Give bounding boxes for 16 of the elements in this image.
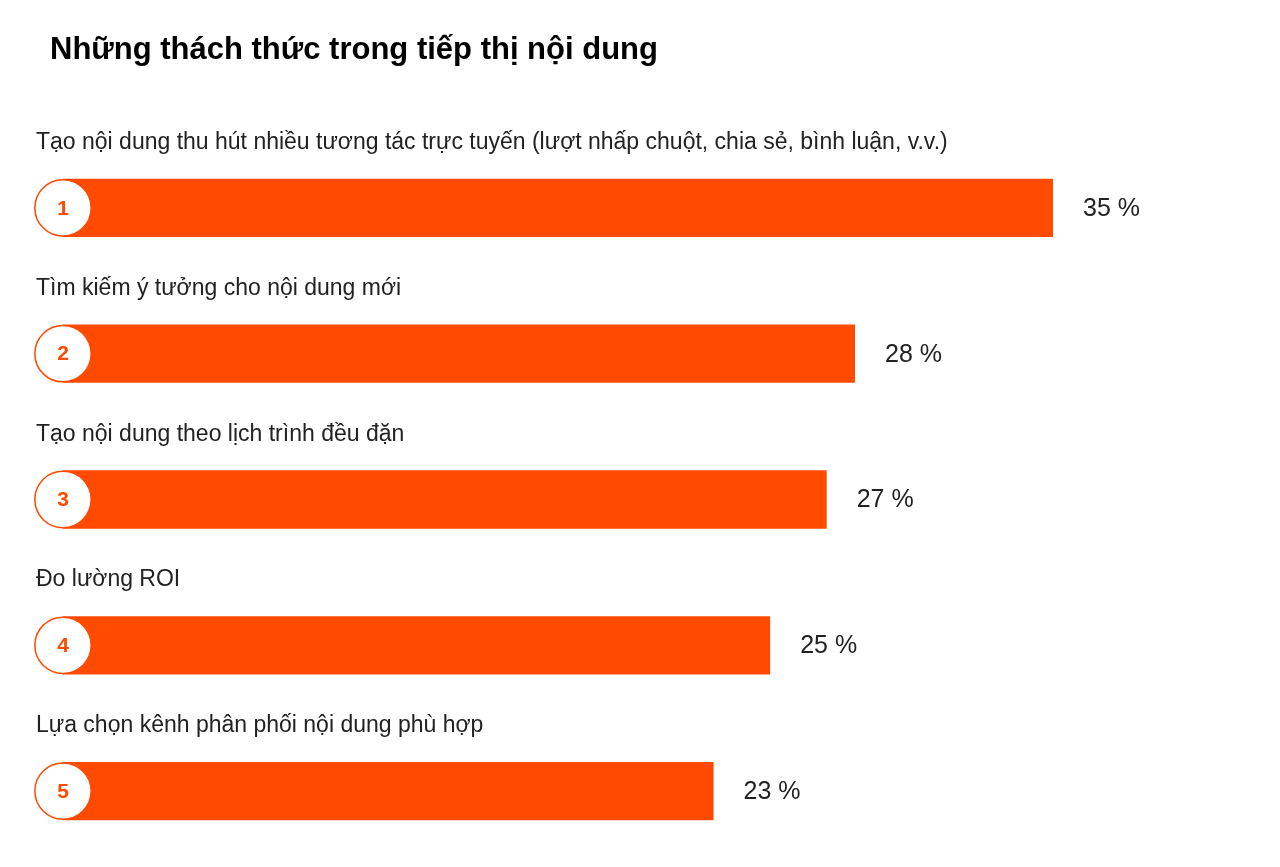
y-tick-label: Đo lường ROI bbox=[36, 565, 181, 592]
y-tick-label: Tìm kiếm ý tưởng cho nội dung mới bbox=[36, 273, 402, 300]
data-label: 28 % bbox=[885, 338, 942, 367]
data-label: 35 % bbox=[1083, 192, 1140, 221]
annotation: 5 bbox=[57, 778, 70, 802]
data-label: 23 % bbox=[743, 775, 801, 804]
annotation: 3 bbox=[57, 487, 69, 511]
chart-title: Những thách thức trong tiếp thị nội dung bbox=[50, 30, 658, 66]
annotation: 1 bbox=[57, 195, 70, 219]
data-label: 25 % bbox=[800, 630, 858, 659]
y-tick-label: Tạo nội dung theo lịch trình đều đặn bbox=[36, 419, 405, 446]
y-tick-label: Lựa chọn kênh phân phối nội dung phù hợp bbox=[36, 711, 484, 738]
annotation: 4 bbox=[57, 633, 70, 657]
y-tick-label: Tạo nội dung thu hút nhiều tương tác trực tuyến (lượt nhấp chuột, chia sẻ, bình luận, v.v.) bbox=[36, 128, 948, 155]
annotation: 2 bbox=[57, 341, 69, 365]
data-label: 27 % bbox=[856, 484, 914, 513]
